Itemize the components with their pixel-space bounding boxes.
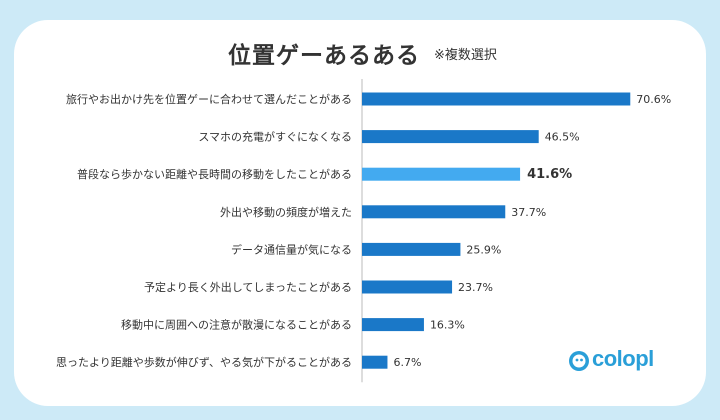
bar: [362, 355, 388, 369]
category-label: スマホの充電がすぐになくなる: [198, 130, 352, 144]
logo-text: colopl: [592, 346, 654, 371]
title-row: 位置ゲーあるある ※複数選択: [14, 36, 706, 76]
category-label: 外出や移動の頻度が増えた: [220, 205, 352, 219]
bar: [362, 205, 506, 219]
category-label: データ通信量が気になる: [231, 242, 352, 256]
category-label: 予定より長く外出してしまったことがある: [144, 280, 352, 294]
multiple-choice-note: ※複数選択: [434, 48, 497, 63]
colopl-logo: colopl: [568, 346, 678, 376]
value-label: 41.6%: [527, 167, 572, 182]
chart-card: 位置ゲーあるある ※複数選択: [14, 20, 706, 406]
colopl-mascot-icon: [569, 351, 589, 371]
bar: [362, 167, 521, 181]
value-label: 25.9%: [466, 243, 501, 256]
category-label: 思ったより距離や歩数が伸びず、やる気が下がることがある: [56, 355, 352, 369]
value-label: 23.7%: [458, 281, 493, 294]
value-label: 16.3%: [430, 319, 465, 332]
chart-title: 位置ゲーあるある: [228, 43, 420, 69]
bar: [362, 92, 631, 106]
category-label: 移動中に周囲への注意が散漫になることがある: [121, 318, 352, 332]
category-label: 普段なら歩かない距離や長時間の移動をしたことがある: [77, 167, 352, 181]
bar: [362, 130, 539, 144]
value-label: 70.6%: [636, 93, 671, 106]
category-label: 旅行やお出かけ先を位置ゲーに合わせて選んだことがある: [66, 92, 352, 106]
value-label: 46.5%: [545, 131, 580, 144]
value-label: 37.7%: [511, 206, 546, 219]
bar: [362, 242, 461, 256]
bar: [362, 318, 424, 332]
bar: [362, 280, 453, 294]
value-label: 6.7%: [393, 356, 421, 369]
